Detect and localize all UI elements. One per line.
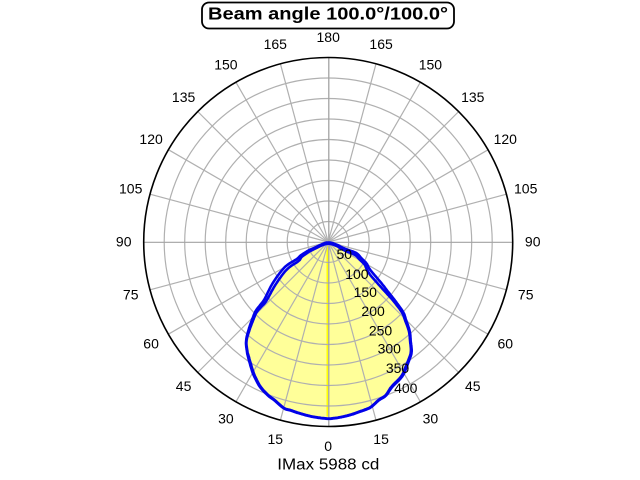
svg-text:120: 120 (494, 131, 518, 147)
svg-text:120: 120 (139, 131, 163, 147)
svg-text:30: 30 (423, 411, 439, 427)
svg-text:50: 50 (337, 246, 353, 262)
svg-text:60: 60 (143, 336, 159, 352)
svg-text:90: 90 (525, 233, 541, 249)
svg-text:75: 75 (123, 286, 139, 302)
svg-text:45: 45 (465, 378, 481, 394)
svg-text:150: 150 (419, 56, 443, 72)
svg-text:165: 165 (369, 36, 393, 52)
svg-text:180: 180 (317, 29, 341, 45)
svg-text:150: 150 (214, 56, 238, 72)
svg-text:30: 30 (218, 411, 234, 427)
svg-text:Beam angle 100.0°/100.0°: Beam angle 100.0°/100.0° (208, 3, 448, 23)
svg-text:200: 200 (361, 303, 385, 319)
svg-text:250: 250 (369, 322, 393, 338)
svg-text:15: 15 (373, 431, 389, 447)
svg-text:300: 300 (378, 341, 402, 357)
svg-text:IMax 5988 cd: IMax 5988 cd (277, 457, 379, 474)
svg-text:100: 100 (345, 266, 369, 282)
svg-text:135: 135 (172, 89, 196, 105)
svg-text:90: 90 (116, 233, 132, 249)
svg-text:60: 60 (498, 336, 514, 352)
svg-text:105: 105 (514, 181, 538, 197)
svg-text:350: 350 (386, 360, 410, 376)
svg-text:105: 105 (119, 181, 143, 197)
svg-text:135: 135 (461, 89, 485, 105)
svg-text:0: 0 (324, 438, 332, 454)
svg-text:400: 400 (394, 380, 418, 396)
svg-text:165: 165 (264, 36, 288, 52)
svg-text:45: 45 (176, 378, 192, 394)
svg-text:75: 75 (518, 286, 534, 302)
svg-text:15: 15 (268, 431, 284, 447)
svg-text:150: 150 (354, 284, 378, 300)
